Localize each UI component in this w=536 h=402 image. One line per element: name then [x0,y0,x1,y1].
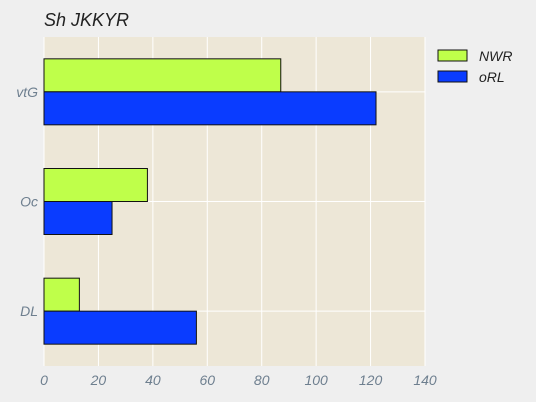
x-tick-label-20: 20 [90,372,107,388]
bar-oRL-DL [43,310,197,345]
x-tick-label-60: 60 [199,372,215,388]
x-tick-label-40: 40 [145,372,161,388]
x-tick-label-0: 0 [40,372,48,388]
y-tick-label-DL: DL [20,303,38,319]
y-tick-label-Oc: Oc [20,194,38,210]
y-tick-label-vtG: vtG [16,84,38,100]
legend-swatch-oRL [437,70,468,83]
bar-oRL-Oc [43,201,113,235]
bar-NWR-vtG [43,58,282,93]
legend-swatch-NWR [437,49,468,62]
bar-oRL-vtG [43,91,377,126]
legend-label-NWR: NWR [479,48,512,64]
chart-title: Sh JKKYR [44,10,130,30]
legend-label-oRL: oRL [479,69,505,85]
x-tick-label-80: 80 [254,372,270,388]
x-tick-label-140: 140 [413,372,437,388]
x-tick-label-120: 120 [359,372,383,388]
bar-NWR-Oc [43,168,148,202]
bar-NWR-DL [43,277,80,312]
x-tick-label-100: 100 [304,372,328,388]
